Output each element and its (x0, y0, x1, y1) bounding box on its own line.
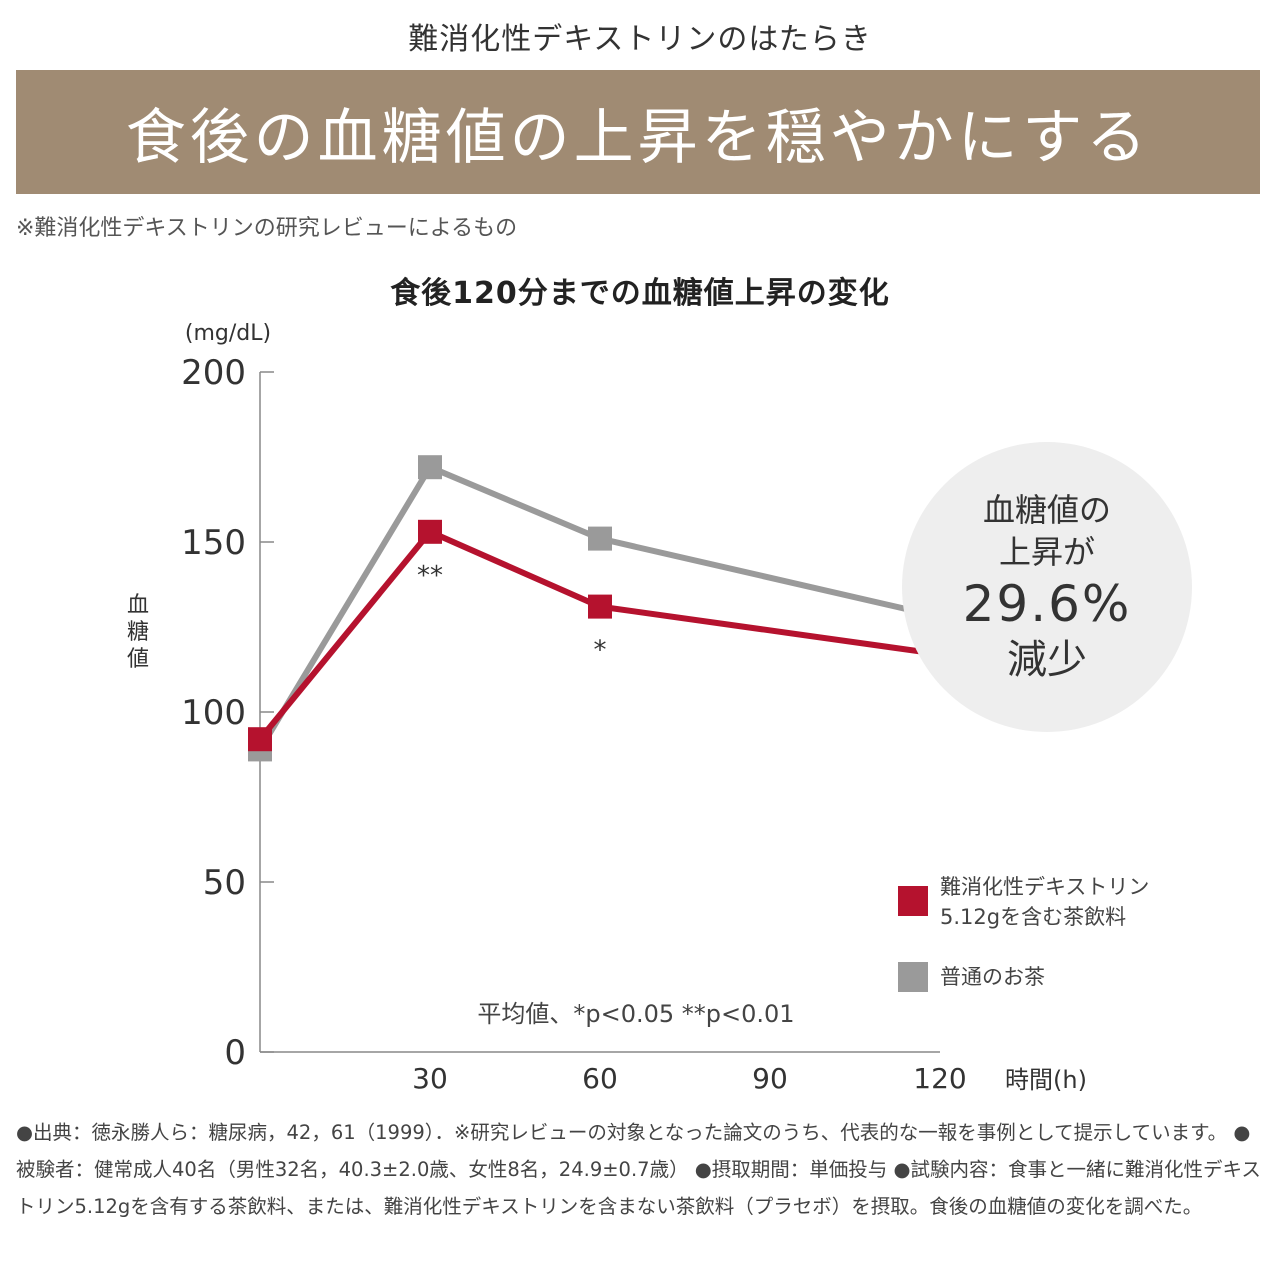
legend-item-dextrin: 難消化性デキストリン 5.12gを含む茶飲料 (898, 872, 1149, 932)
data-point-1 (418, 455, 442, 480)
x-tick-label: 60 (582, 1062, 618, 1095)
legend-item-tea: 普通のお茶 (898, 962, 1149, 992)
stat-note: 平均値、*p<0.05 **p<0.01 (477, 1000, 794, 1028)
x-axis-label: 時間(h) (1005, 1066, 1087, 1094)
study-footnote: ●出典：徳永勝人ら：糖尿病，42，61（1999）．※研究レビューの対象となった… (16, 1121, 1261, 1218)
data-point-0 (248, 727, 272, 752)
significance-mark: * (594, 636, 607, 666)
callout-percentage: 29.6% (962, 575, 1132, 633)
source-note: ※難消化性デキストリンの研究レビューによるもの (16, 216, 518, 241)
series-line-0 (257, 528, 941, 742)
chart-title: 食後120分までの血糖値上昇の変化 (390, 276, 890, 311)
data-point-0 (588, 594, 612, 619)
reduction-callout: 血糖値の 上昇が 29.6% 減少 (902, 442, 1192, 732)
callout-line-4: 減少 (1007, 637, 1087, 683)
x-tick-label: 120 (913, 1062, 966, 1095)
section-subtitle: 難消化性デキストリンのはたらき (408, 22, 872, 57)
legend-swatch-dextrin (898, 886, 928, 916)
y-axis-label: 血糖値 (127, 593, 149, 672)
legend-swatch-tea (898, 962, 928, 992)
y-tick-label: 100 (181, 693, 246, 733)
significance-mark: ** (417, 561, 443, 591)
y-tick-label: 150 (181, 523, 246, 563)
callout-line-1: 血糖値の (982, 491, 1111, 529)
data-point-0 (418, 519, 442, 544)
y-tick-label: 200 (181, 353, 246, 393)
chart-legend: 難消化性デキストリン 5.12gを含む茶飲料 普通のお茶 (898, 872, 1149, 1022)
x-tick-label: 90 (752, 1062, 788, 1095)
x-tick-label: 30 (412, 1062, 448, 1095)
legend-label-dextrin: 難消化性デキストリン 5.12gを含む茶飲料 (940, 875, 1150, 929)
banner-title: 食後の血糖値の上昇を穏やかにする (125, 102, 1151, 173)
callout-line-2: 上昇が (998, 533, 1095, 571)
title-banner: 食後の血糖値の上昇を穏やかにする (16, 70, 1260, 194)
y-tick-label: 50 (203, 863, 246, 903)
series-line-1 (257, 464, 941, 751)
data-point-1 (588, 526, 612, 551)
y-axis-unit: (mg/dL) (185, 321, 271, 346)
y-tick-label: 0 (224, 1033, 246, 1073)
legend-label-tea: 普通のお茶 (940, 965, 1045, 989)
